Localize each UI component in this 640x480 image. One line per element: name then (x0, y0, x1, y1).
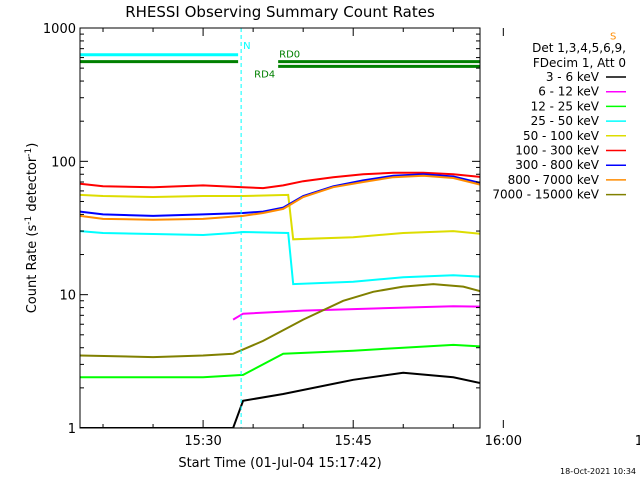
series-line-3 (80, 343, 480, 379)
flag-label-rd4: RD4 (254, 69, 275, 80)
x-axis-label: Start Time (01-Jul-04 15:17:42) (178, 456, 381, 471)
y-tick-label: 10 (59, 289, 76, 304)
legend-entry-label-2: 6 - 12 keV (538, 85, 600, 99)
legend-header-line-2: FDecim 1, Att 0 (533, 56, 626, 70)
legend-entry-label-4: 25 - 50 keV (531, 114, 600, 128)
legend-entry-label-7: 300 - 800 keV (515, 158, 599, 172)
series-line-5 (80, 193, 480, 241)
legend-entry-label-1: 3 - 6 keV (546, 70, 600, 84)
series-line-8 (80, 174, 480, 221)
x-tick-label: 16:15 (635, 434, 640, 449)
x-tick-label: 16:00 (485, 434, 522, 449)
y-tick-label: 100 (51, 155, 76, 170)
x-tick-label: 15:45 (334, 434, 371, 449)
series-layer (80, 171, 480, 428)
y-tick-label: 1000 (43, 22, 76, 37)
y-tick-label: 1 (68, 422, 76, 437)
legend-entry-label-9: 7000 - 15000 keV (492, 188, 599, 202)
y-axis-label-part-1: Count Rate (s (25, 225, 40, 314)
y-axis-label-part-3: ) (25, 143, 40, 148)
series-line-7 (80, 173, 480, 217)
y-axis-label-part-2: detector (25, 156, 40, 216)
legend-entry-label-3: 12 - 25 keV (531, 99, 600, 113)
flag-label-s: S (610, 31, 616, 42)
legend-entry-label-5: 50 - 100 keV (523, 129, 600, 143)
y-axis-label: Count Rate (s-1 detector-1) (24, 143, 40, 314)
legend-header-line-1: Det 1,3,4,5,6,9, (532, 41, 626, 55)
series-line-4 (80, 230, 480, 286)
flag-label-n: N (243, 41, 250, 52)
legend: Det 1,3,4,5,6,9,FDecim 1, Att 03 - 6 keV… (492, 41, 626, 202)
render-timestamp: 18-Oct-2021 10:34 (560, 467, 636, 476)
series-line-2 (232, 305, 480, 321)
x-tick-label: 15:30 (184, 434, 221, 449)
plot-frame (79, 27, 481, 429)
y-axis-label-exp-2: -1 (24, 148, 34, 157)
y-axis-label-exp-1: -1 (24, 216, 34, 225)
series-line-9 (80, 283, 480, 359)
chart-title: RHESSI Observing Summary Count Rates (125, 3, 435, 21)
series-line-6 (80, 171, 480, 190)
flag-label-rd0: RD0 (279, 50, 300, 61)
flag-bars (80, 53, 480, 68)
flag-labels: N S RD0 RD4 (243, 31, 616, 80)
series-line-1 (80, 371, 480, 428)
legend-entry-label-8: 800 - 7000 keV (508, 173, 600, 187)
legend-entry-label-6: 100 - 300 keV (515, 144, 599, 158)
vertical-markers (240, 28, 242, 428)
